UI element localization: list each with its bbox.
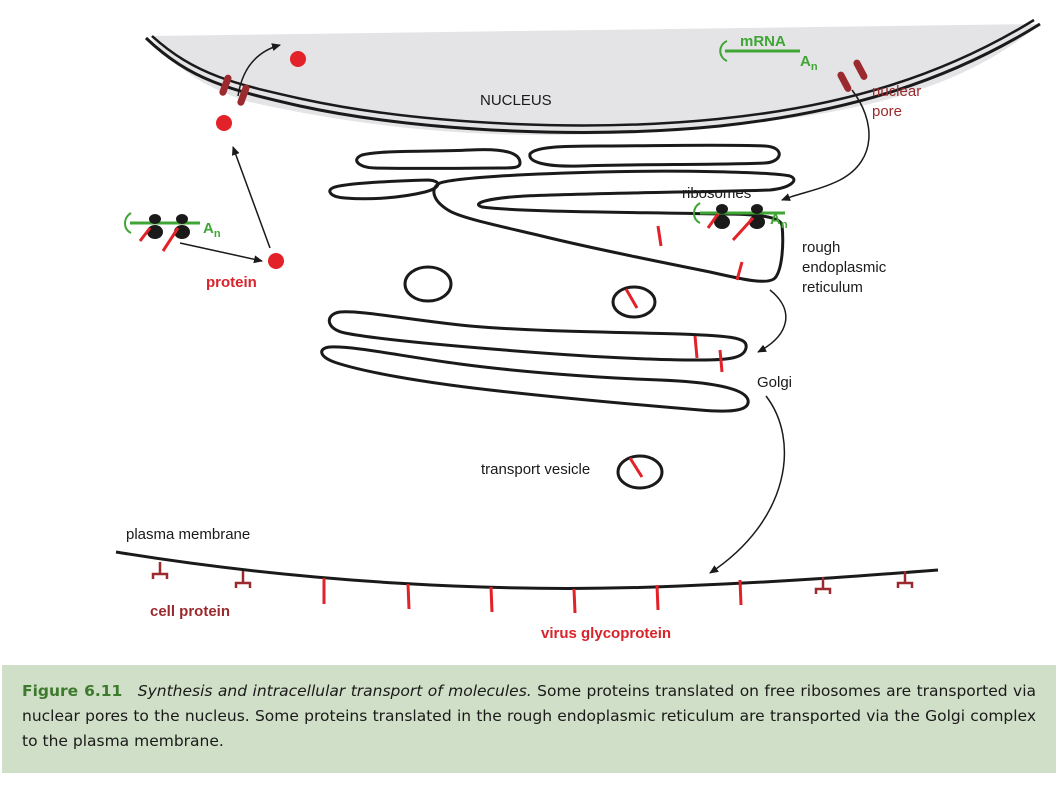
virus-glycoprotein-6 [738,579,743,606]
cell-proteins [151,562,914,594]
transport-vesicle-label: transport vesicle [481,461,590,478]
nuclear-pores [219,59,868,106]
protein-free [268,253,284,269]
rough-er-label-line3: reticulum [802,279,863,296]
nuclear-pore-right-2 [853,59,868,80]
cell-protein-2 [234,571,252,588]
er-glycoprotein-1 [656,225,663,247]
cell-protein-3 [814,577,832,594]
golgi-cisterna-1 [327,310,748,362]
figure-caption: Figure 6.11 Synthesis and intracellular … [2,665,1056,773]
mrna-label: mRNA [740,33,786,50]
plasma-membrane-label: plasma membrane [126,526,250,543]
cell-protein-1 [151,562,169,579]
nuclear-pore-left-2 [237,84,250,106]
nucleus: NUCLEUS [144,18,1041,136]
free-ribosomes: An [124,212,221,252]
rough-er-label-line2: endoplasmic [802,259,887,276]
protein-at-pore [216,115,232,131]
mrna-nucleus: mRNA An [719,33,818,73]
nuclear-envelope-outer [144,22,1041,134]
er-rough-cisterna [432,169,796,283]
er-cisterna-2 [528,143,781,168]
transport-vesicle [616,454,664,490]
er-vesicle-1 [403,265,453,303]
nuclear-pore-label-line1: nuclear [872,83,921,100]
plasma-membrane [115,550,939,590]
virus-glycoprotein-4 [572,588,577,614]
protein-label: protein [206,274,257,291]
virus-glycoprotein-2 [406,583,411,610]
transport-vesicle-glycoprotein [628,457,644,478]
poly-a-free-label: An [203,220,221,240]
golgi-cisterna-2 [320,345,750,413]
arrow-er-to-golgi [757,289,787,353]
nucleus-interior [150,24,1040,136]
golgi-label: Golgi [757,374,792,391]
nuclear-pore-left-1 [219,74,232,96]
er-ribosomes: An ribosomes [682,185,788,242]
rough-er-label-line1: rough [802,239,840,256]
ribosomes-label: ribosomes [682,185,751,202]
er-cisterna-1 [355,148,522,170]
arrow-pore-to-nucleus [237,43,281,97]
arrow-ribosome-to-protein [179,242,263,264]
er-glycoprotein-2 [735,261,744,281]
golgi-glycoprotein-2 [718,349,724,373]
figure-number: Figure 6.11 [22,682,123,700]
nucleus-label: NUCLEUS [480,92,552,109]
transport-diagram: NUCLEUS nuclear pore mRNA An protein An [115,18,1041,642]
arrow-protein-to-pore [231,146,271,249]
virus-glycoprotein-3 [489,586,494,613]
arrow-golgi-to-membrane [709,395,786,574]
protein-in-nucleus [290,51,306,67]
golgi-glycoprotein-1 [693,335,699,359]
virus-glycoprotein-label: virus glycoprotein [541,625,671,642]
virus-glycoprotein-5 [655,584,660,611]
vesicle-glycoprotein-1 [624,288,639,309]
arrow-mrna-to-er [781,89,870,201]
poly-a-nucleus-label: An [800,53,818,73]
nuclear-pore-label-line2: pore [872,103,902,120]
nuclear-pore-right-1 [837,71,852,92]
er-cisterna-3 [328,178,440,201]
virus-glycoproteins [322,578,743,614]
endoplasmic-reticulum [328,143,796,319]
figure-description: Some proteins translated on free ribosom… [22,682,1037,750]
cell-protein-4 [896,571,914,588]
figure-title: Synthesis and intracellular transport of… [137,682,532,700]
cell-protein-label: cell protein [150,603,230,620]
poly-a-er-label: An [770,211,788,231]
er-vesicle-2 [611,285,657,319]
golgi [320,310,750,413]
